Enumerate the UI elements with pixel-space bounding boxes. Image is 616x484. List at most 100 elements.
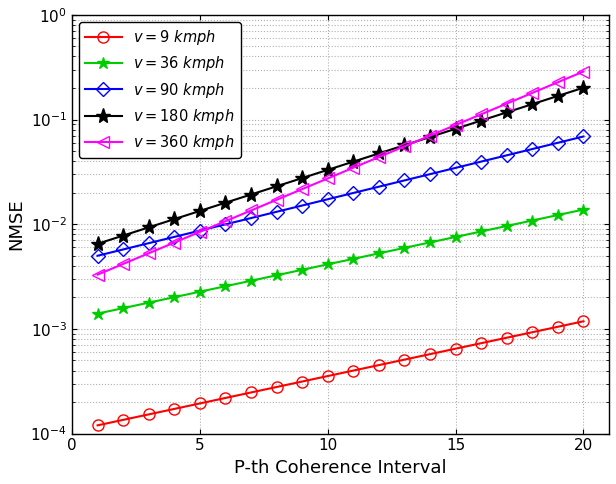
$v{=}360$ $kmph$ [375,154,383,160]
$v{=}360$ $kmph$ [580,69,587,75]
$v{=}9$ $kmph$ [145,411,152,417]
Line: $v{=}90$ $kmph$: $v{=}90$ $kmph$ [92,132,588,260]
$v{=}360$ $kmph$ [477,111,485,117]
$v{=}9$ $kmph$ [580,318,587,324]
$v{=}180$ $kmph$ [196,208,203,214]
$v{=}360$ $kmph$ [196,229,203,235]
$v{=}9$ $kmph$ [196,401,203,407]
$v{=}90$ $kmph$ [273,209,280,215]
$v{=}180$ $kmph$ [273,183,280,189]
$v{=}9$ $kmph$ [171,406,178,412]
$v{=}90$ $kmph$ [503,152,511,158]
Y-axis label: NMSE: NMSE [7,198,25,250]
$v{=}90$ $kmph$ [94,253,101,258]
$v{=}9$ $kmph$ [426,351,434,357]
$v{=}36$ $kmph$ [426,240,434,245]
$v{=}180$ $kmph$ [145,225,152,230]
$v{=}9$ $kmph$ [477,340,485,346]
$v{=}180$ $kmph$ [120,233,127,239]
$v{=}360$ $kmph$ [426,133,434,138]
$v{=}36$ $kmph$ [222,283,229,289]
$v{=}180$ $kmph$ [247,192,254,197]
$v{=}180$ $kmph$ [426,134,434,140]
$v{=}90$ $kmph$ [452,165,460,171]
$v{=}360$ $kmph$ [350,165,357,171]
$v{=}180$ $kmph$ [401,142,408,148]
$v{=}90$ $kmph$ [222,222,229,227]
$v{=}90$ $kmph$ [580,134,587,139]
$v{=}36$ $kmph$ [477,228,485,234]
$v{=}90$ $kmph$ [196,228,203,234]
$v{=}90$ $kmph$ [247,215,254,221]
$v{=}36$ $kmph$ [529,218,536,224]
$v{=}90$ $kmph$ [375,184,383,190]
$v{=}9$ $kmph$ [375,362,383,368]
$v{=}90$ $kmph$ [171,234,178,240]
Legend: $v{=}9$ $kmph$, $v{=}36$ $kmph$, $v{=}90$ $kmph$, $v{=}180$ $kmph$, $v{=}360$ $k: $v{=}9$ $kmph$, $v{=}36$ $kmph$, $v{=}90… [79,22,240,158]
$v{=}9$ $kmph$ [222,395,229,401]
$v{=}36$ $kmph$ [350,256,357,262]
$v{=}90$ $kmph$ [324,197,331,202]
$v{=}90$ $kmph$ [299,203,306,209]
$v{=}180$ $kmph$ [350,159,357,165]
$v{=}360$ $kmph$ [299,186,306,192]
$v{=}90$ $kmph$ [350,190,357,196]
$v{=}360$ $kmph$ [273,197,280,203]
$v{=}180$ $kmph$ [222,200,229,206]
$v{=}36$ $kmph$ [273,272,280,278]
$v{=}360$ $kmph$ [401,143,408,149]
Line: $v{=}360$ $kmph$: $v{=}360$ $kmph$ [92,66,589,280]
$v{=}90$ $kmph$ [120,246,127,252]
$v{=}36$ $kmph$ [375,251,383,257]
$v{=}180$ $kmph$ [503,109,511,115]
$v{=}360$ $kmph$ [247,208,254,213]
$v{=}360$ $kmph$ [324,176,331,182]
$v{=}360$ $kmph$ [452,122,460,128]
$v{=}180$ $kmph$ [299,175,306,181]
$v{=}36$ $kmph$ [196,289,203,295]
$v{=}90$ $kmph$ [426,171,434,177]
$v{=}9$ $kmph$ [529,329,536,335]
$v{=}9$ $kmph$ [350,368,357,374]
$v{=}36$ $kmph$ [145,300,152,305]
Line: $v{=}36$ $kmph$: $v{=}36$ $kmph$ [91,203,590,320]
$v{=}9$ $kmph$ [247,390,254,395]
$v{=}180$ $kmph$ [554,93,562,99]
$v{=}90$ $kmph$ [529,146,536,152]
$v{=}180$ $kmph$ [171,216,178,222]
$v{=}90$ $kmph$ [145,240,152,246]
$v{=}180$ $kmph$ [580,85,587,91]
$v{=}180$ $kmph$ [94,241,101,247]
$v{=}36$ $kmph$ [299,267,306,272]
$v{=}36$ $kmph$ [554,212,562,218]
$v{=}9$ $kmph$ [120,417,127,423]
$v{=}9$ $kmph$ [324,373,331,379]
$v{=}36$ $kmph$ [247,278,254,284]
X-axis label: P-th Coherence Interval: P-th Coherence Interval [234,459,447,477]
Line: $v{=}9$ $kmph$: $v{=}9$ $kmph$ [92,316,589,431]
$v{=}360$ $kmph$ [554,79,562,85]
$v{=}360$ $kmph$ [145,250,152,256]
$v{=}360$ $kmph$ [94,272,101,277]
$v{=}180$ $kmph$ [324,167,331,173]
$v{=}9$ $kmph$ [94,423,101,428]
$v{=}9$ $kmph$ [452,346,460,351]
$v{=}36$ $kmph$ [120,305,127,311]
$v{=}9$ $kmph$ [299,378,306,384]
$v{=}36$ $kmph$ [171,294,178,300]
$v{=}36$ $kmph$ [452,234,460,240]
$v{=}36$ $kmph$ [580,207,587,212]
$v{=}36$ $kmph$ [94,311,101,317]
$v{=}180$ $kmph$ [375,151,383,156]
$v{=}360$ $kmph$ [529,90,536,96]
$v{=}9$ $kmph$ [503,335,511,341]
$v{=}9$ $kmph$ [554,324,562,330]
$v{=}360$ $kmph$ [171,240,178,245]
$v{=}36$ $kmph$ [401,245,408,251]
$v{=}36$ $kmph$ [503,223,511,229]
$v{=}90$ $kmph$ [401,178,408,183]
$v{=}180$ $kmph$ [529,101,536,107]
$v{=}360$ $kmph$ [120,261,127,267]
Line: $v{=}180$ $kmph$: $v{=}180$ $kmph$ [90,80,591,252]
$v{=}36$ $kmph$ [324,261,331,267]
